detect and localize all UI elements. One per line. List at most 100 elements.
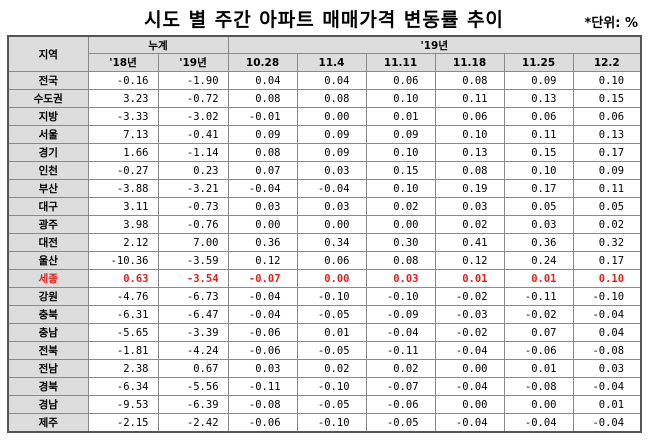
region-cell: 제주 <box>7 413 89 433</box>
region-cell: 인천 <box>7 161 89 180</box>
region-cell: 광주 <box>7 215 89 234</box>
value-cell: -6.73 <box>157 287 229 306</box>
value-cell: -0.08 <box>503 377 574 396</box>
value-cell: -0.11 <box>227 377 298 396</box>
value-cell: 0.01 <box>503 359 574 378</box>
value-cell: -0.04 <box>503 413 574 433</box>
value-cell: -2.42 <box>157 413 229 433</box>
table-row: 경북 -6.34 -5.56 -0.11 -0.10 -0.07 -0.04 -0.08 -0.… <box>7 377 642 396</box>
value-cell: 0.10 <box>434 125 505 144</box>
value-cell: 3.11 <box>87 197 159 216</box>
value-cell: 0.04 <box>227 71 298 90</box>
value-cell: 0.12 <box>227 251 298 270</box>
value-cell: 0.01 <box>572 395 642 414</box>
value-cell: 0.00 <box>227 215 298 234</box>
value-cell: -0.05 <box>296 341 367 360</box>
value-cell: -0.10 <box>296 377 367 396</box>
value-cell: 0.03 <box>365 269 436 288</box>
value-cell: 0.03 <box>434 197 505 216</box>
value-cell: -0.76 <box>157 215 229 234</box>
table-row: 세종 0.63 -3.54 -0.07 0.00 0.03 0.01 0.01 0.10 <box>7 269 642 288</box>
value-cell: -0.04 <box>572 377 642 396</box>
value-cell: 0.07 <box>503 323 574 342</box>
value-cell: 0.36 <box>503 233 574 252</box>
value-cell: 0.11 <box>434 89 505 108</box>
value-cell: 0.03 <box>227 197 298 216</box>
value-cell: 0.09 <box>227 125 298 144</box>
value-cell: -0.04 <box>227 179 298 198</box>
value-cell: -0.04 <box>572 413 642 433</box>
value-cell: 0.09 <box>296 125 367 144</box>
value-cell: 0.02 <box>434 215 505 234</box>
value-cell: -0.04 <box>434 377 505 396</box>
value-cell: 0.09 <box>503 71 574 90</box>
value-cell: 3.98 <box>87 215 159 234</box>
value-cell: 0.00 <box>365 215 436 234</box>
region-cell: 지방 <box>7 107 89 126</box>
table-row: 강원 -4.76 -6.73 -0.04 -0.10 -0.10 -0.02 -0.11 -0.… <box>7 287 642 306</box>
value-cell: 0.19 <box>434 179 505 198</box>
value-cell: -3.02 <box>157 107 229 126</box>
value-cell: 7.13 <box>87 125 159 144</box>
value-cell: -3.21 <box>157 179 229 198</box>
value-cell: 0.15 <box>572 89 642 108</box>
value-cell: -5.56 <box>157 377 229 396</box>
value-cell: 0.03 <box>296 161 367 180</box>
value-cell: -3.39 <box>157 323 229 342</box>
table-row: 제주 -2.15 -2.42 -0.06 -0.10 -0.05 -0.04 -0.04 -0.… <box>7 413 642 433</box>
col-header: 11.4 <box>296 53 367 72</box>
value-cell: -0.27 <box>87 161 159 180</box>
value-cell: -0.08 <box>227 395 298 414</box>
table-row: 전남 2.38 0.67 0.03 0.02 0.02 0.00 0.01 0.03 <box>7 359 642 378</box>
value-cell: 0.00 <box>296 215 367 234</box>
value-cell: -0.16 <box>87 71 159 90</box>
value-cell: -0.05 <box>365 413 436 433</box>
value-cell: 0.06 <box>503 107 574 126</box>
region-cell: 수도권 <box>7 89 89 108</box>
value-cell: -0.02 <box>434 287 505 306</box>
value-cell: 0.63 <box>87 269 159 288</box>
value-cell: -0.03 <box>434 305 505 324</box>
value-cell: 2.12 <box>87 233 159 252</box>
table-row: 전북 -1.81 -4.24 -0.06 -0.05 -0.11 -0.04 -0.06 -0.… <box>7 341 642 360</box>
value-cell: 0.13 <box>503 89 574 108</box>
value-cell: -0.04 <box>296 179 367 198</box>
value-cell: -10.36 <box>87 251 159 270</box>
value-cell: -0.07 <box>365 377 436 396</box>
value-cell: -0.08 <box>572 341 642 360</box>
value-cell: -0.10 <box>296 287 367 306</box>
table-row: 수도권 3.23 -0.72 0.08 0.08 0.10 0.11 0.13 0.15 <box>7 89 642 108</box>
region-cell: 경기 <box>7 143 89 162</box>
value-cell: -0.10 <box>296 413 367 433</box>
header-region: 지역 <box>7 35 89 72</box>
value-cell: -0.06 <box>227 341 298 360</box>
value-cell: -0.06 <box>227 413 298 433</box>
value-cell: -6.39 <box>157 395 229 414</box>
value-cell: -0.04 <box>227 287 298 306</box>
table-row: 울산 -10.36 -3.59 0.12 0.06 0.08 0.12 0.24 0.17 <box>7 251 642 270</box>
value-cell: -0.05 <box>296 395 367 414</box>
value-cell: 3.23 <box>87 89 159 108</box>
value-cell: 0.01 <box>365 107 436 126</box>
table-row: 인천 -0.27 0.23 0.07 0.03 0.15 0.08 0.10 0.09 <box>7 161 642 180</box>
table-row: 광주 3.98 -0.76 0.00 0.00 0.00 0.02 0.03 0.02 <box>7 215 642 234</box>
value-cell: 0.67 <box>157 359 229 378</box>
value-cell: 0.24 <box>503 251 574 270</box>
value-cell: 0.41 <box>434 233 505 252</box>
value-cell: -0.02 <box>503 305 574 324</box>
value-cell: 0.06 <box>572 107 642 126</box>
value-cell: -0.10 <box>365 287 436 306</box>
value-cell: 0.03 <box>227 359 298 378</box>
value-cell: 0.23 <box>157 161 229 180</box>
value-cell: 0.08 <box>227 89 298 108</box>
value-cell: 0.17 <box>572 251 642 270</box>
value-cell: 0.15 <box>365 161 436 180</box>
region-cell: 전국 <box>7 71 89 90</box>
table-row: 서울 7.13 -0.41 0.09 0.09 0.09 0.10 0.11 0.13 <box>7 125 642 144</box>
col-header: '18년 <box>87 53 159 72</box>
table-row: 부산 -3.88 -3.21 -0.04 -0.04 0.10 0.19 0.17 0.11 <box>7 179 642 198</box>
value-cell: 0.30 <box>365 233 436 252</box>
region-cell: 울산 <box>7 251 89 270</box>
value-cell: 0.02 <box>572 215 642 234</box>
col-header: '19년 <box>157 53 229 72</box>
